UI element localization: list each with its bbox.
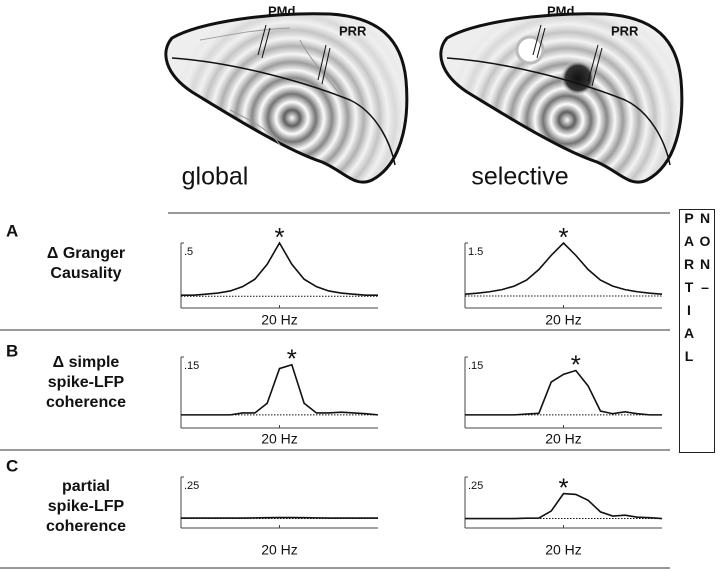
x-tick-label: 20 Hz bbox=[261, 542, 298, 558]
area-label: PMd bbox=[547, 3, 575, 18]
x-tick-label: 20 Hz bbox=[261, 312, 298, 328]
area-label: PRR bbox=[339, 23, 367, 38]
y-tick-label: 1.5 bbox=[468, 246, 483, 258]
data-line bbox=[181, 363, 379, 416]
data-line bbox=[464, 241, 663, 296]
data-line bbox=[465, 492, 663, 520]
brain-caption: selective bbox=[471, 163, 568, 191]
row-label: coherence bbox=[46, 518, 126, 535]
area-label: PMd bbox=[268, 3, 296, 18]
annotation: * bbox=[558, 472, 568, 502]
row-label: Δ Granger bbox=[47, 245, 125, 262]
panel-letter: A bbox=[6, 221, 18, 240]
row-label: coherence bbox=[46, 394, 126, 411]
panel-letter: B bbox=[6, 341, 18, 360]
annotation: * bbox=[558, 222, 568, 252]
x-tick-label: 20 Hz bbox=[545, 312, 582, 328]
y-tick-label: .15 bbox=[468, 360, 483, 372]
y-tick-label: .5 bbox=[184, 246, 193, 258]
y-tick-label: .15 bbox=[184, 360, 199, 372]
row-label: partial bbox=[62, 478, 110, 495]
annotation: * bbox=[287, 344, 297, 374]
panel-letter: C bbox=[6, 456, 18, 475]
annotation: * bbox=[571, 349, 581, 379]
y-tick-label: .25 bbox=[184, 480, 199, 492]
row-label: spike-LFP bbox=[48, 374, 125, 391]
row-label: Causality bbox=[50, 265, 121, 282]
row-label: Δ simple bbox=[53, 354, 120, 371]
data-line bbox=[181, 241, 378, 297]
y-tick-label: .25 bbox=[468, 480, 483, 492]
x-tick-label: 20 Hz bbox=[545, 542, 582, 558]
data-line bbox=[465, 369, 662, 416]
side-label: NON–PARTIAL bbox=[679, 209, 715, 453]
x-tick-label: 20 Hz bbox=[545, 431, 582, 447]
x-tick-label: 20 Hz bbox=[261, 431, 298, 447]
row-label: spike-LFP bbox=[48, 498, 125, 515]
annotation: * bbox=[274, 222, 284, 252]
brain-caption: global bbox=[182, 163, 249, 191]
area-label: PRR bbox=[611, 23, 639, 38]
